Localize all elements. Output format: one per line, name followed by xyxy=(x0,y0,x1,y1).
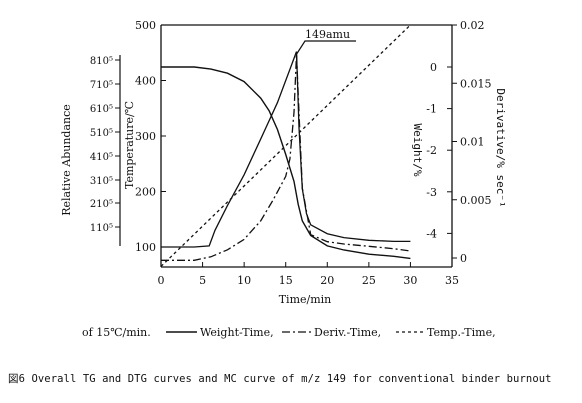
x-tick-label: 25 xyxy=(362,274,376,287)
legend-prefix: of 15℃/min. xyxy=(82,326,151,339)
weight-tick-label: -2 xyxy=(426,144,437,157)
abundance-tick-label: 510⁵ xyxy=(90,128,113,139)
x-tick-label: 5 xyxy=(199,274,206,287)
derivative-tick-label: 0.01 xyxy=(460,136,485,149)
legend: of 15℃/min. Weight-Time, Deriv.-Time, Te… xyxy=(82,326,496,339)
weight-tick-label: 0 xyxy=(430,61,437,74)
abundance-tick-label: 710⁵ xyxy=(90,80,113,91)
derivative-axis-title: Derivative/% sec⁻¹ xyxy=(494,88,507,207)
temperature-tick-label: 500 xyxy=(135,19,156,32)
annotation-149amu-line xyxy=(295,40,356,56)
abundance-tick-label: 410⁵ xyxy=(90,152,113,163)
derivative-tick-label: 0.015 xyxy=(460,77,492,90)
figure-caption: 図6 Overall TG and DTG curves and MC curv… xyxy=(8,373,552,385)
weight-axis-title: Weight/% xyxy=(411,124,424,177)
abundance-axis-title: Relative Abundance xyxy=(60,104,73,216)
weight-tick-label: -3 xyxy=(426,186,437,199)
abundance-ticks: 110⁵ 210⁵ 310⁵ 410⁵ 510⁵ 610⁵ 710⁵ 810⁵ xyxy=(90,56,120,234)
temperature-tick-label: 400 xyxy=(135,75,156,88)
x-ticks: 0 5 10 15 20 25 30 35 xyxy=(158,262,459,287)
x-axis-title: Time/min xyxy=(279,293,332,306)
series-weight-time-line xyxy=(161,66,411,260)
derivative-tick-label: 0 xyxy=(460,252,467,265)
legend-label-deriv: Deriv.-Time, xyxy=(314,326,381,339)
series-149amu-line xyxy=(161,51,411,248)
temperature-tick-label: 300 xyxy=(135,130,156,143)
legend-label-weight: Weight-Time, xyxy=(200,326,274,339)
legend-label-temp: Temp.-Time, xyxy=(427,326,496,339)
x-tick-label: 30 xyxy=(403,274,417,287)
annotation-149amu: 149amu xyxy=(305,28,350,41)
weight-ticks: 0 -1 -2 -3 -4 xyxy=(426,61,452,240)
abundance-tick-label: 110⁵ xyxy=(90,223,113,234)
weight-tick-label: -1 xyxy=(426,103,437,116)
x-tick-label: 35 xyxy=(445,274,459,287)
derivative-tick-label: 0.02 xyxy=(460,19,485,32)
temperature-tick-label: 100 xyxy=(135,241,156,254)
temperature-axis-title: Temperature/℃ xyxy=(123,101,136,189)
series-temp-time-line xyxy=(160,24,411,267)
derivative-tick-label: 0.005 xyxy=(460,194,492,207)
series-deriv-time-line xyxy=(161,54,411,261)
abundance-tick-label: 210⁵ xyxy=(90,199,113,210)
x-tick-label: 20 xyxy=(320,274,334,287)
temperature-tick-label: 200 xyxy=(135,186,156,199)
abundance-tick-label: 610⁵ xyxy=(90,104,113,115)
abundance-tick-label: 810⁵ xyxy=(90,56,113,67)
x-tick-label: 15 xyxy=(279,274,293,287)
abundance-tick-label: 310⁵ xyxy=(90,176,113,187)
derivative-ticks: 0.02 0.015 0.01 0.005 0 xyxy=(452,19,492,265)
weight-tick-label: -4 xyxy=(426,227,437,240)
x-tick-label: 10 xyxy=(237,274,251,287)
x-tick-label: 0 xyxy=(158,274,165,287)
